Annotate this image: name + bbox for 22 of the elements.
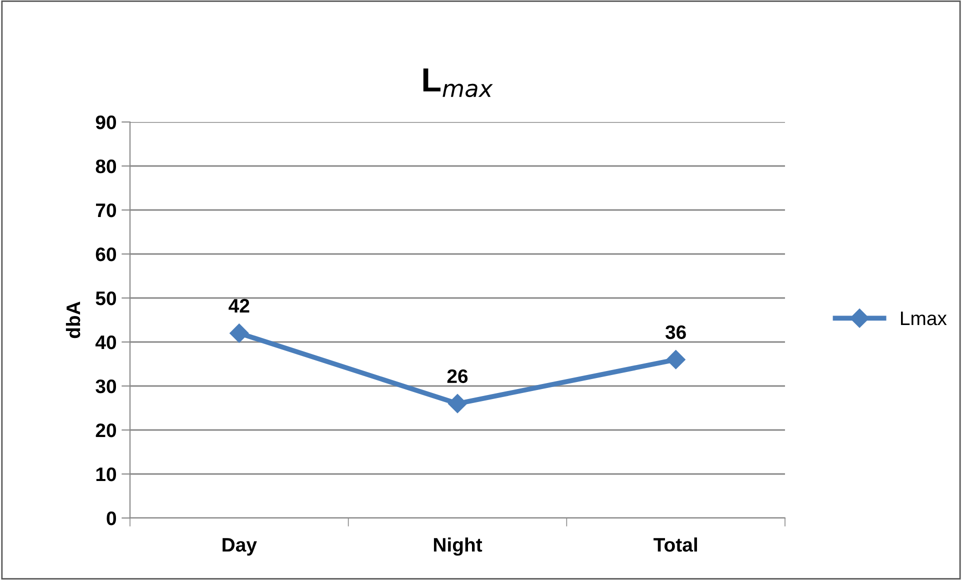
x-tick-label: Day <box>222 538 257 556</box>
y-tick-label: 40 <box>95 335 116 350</box>
y-tick-label: 70 <box>96 203 116 218</box>
data-label: 42 <box>228 298 250 312</box>
data-label: 36 <box>665 325 686 340</box>
y-tick-label: 30 <box>96 379 116 394</box>
legend-label: Lmax <box>901 312 947 326</box>
x-tick-label: Night <box>434 537 482 556</box>
y-tick-label: 60 <box>96 247 116 262</box>
data-label: 26 <box>447 369 468 384</box>
y-tick-label: 20 <box>96 423 116 438</box>
chart-title: L$_{max}$ <box>423 68 493 98</box>
y-tick-label: 10 <box>96 467 116 482</box>
point <box>230 324 249 343</box>
x-tick-label: Total <box>654 537 697 552</box>
y-tick-label: 50 <box>96 291 116 306</box>
point <box>448 394 468 414</box>
point <box>666 350 686 370</box>
y-tick-label: 0 <box>106 511 116 526</box>
y-tick-label: 80 <box>96 159 116 174</box>
y-axis-title: dbA <box>66 302 80 338</box>
y-tick-label: 90 <box>96 115 116 130</box>
